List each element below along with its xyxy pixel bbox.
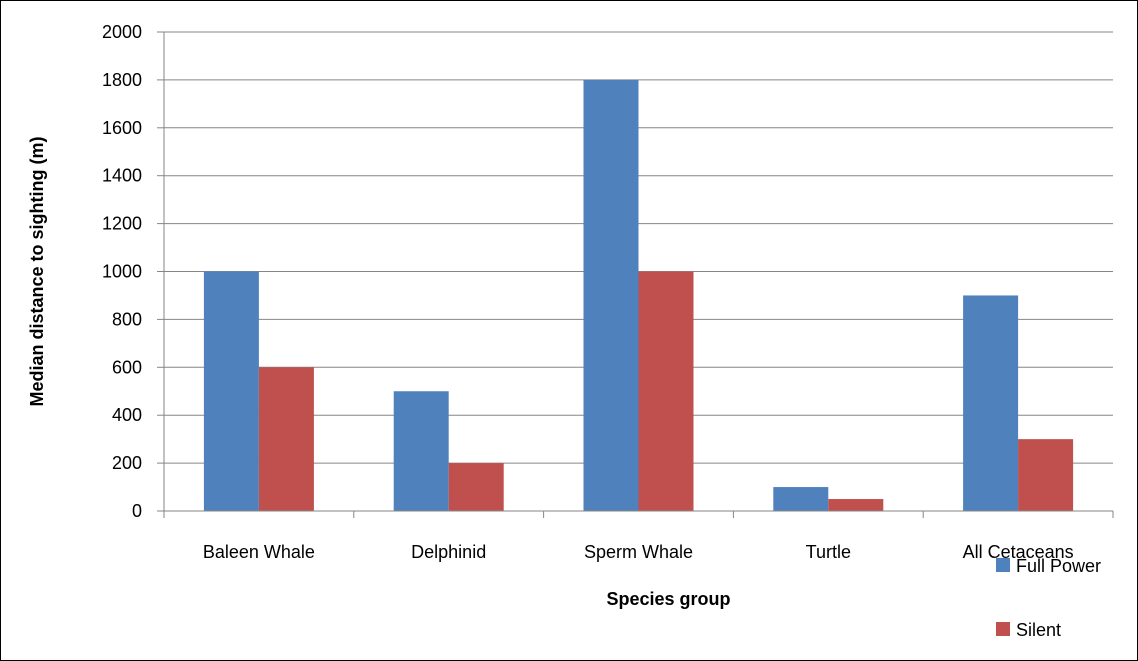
bar-silent [638,271,694,511]
bar-full-power [393,391,449,511]
bar-silent [828,499,884,511]
y-tick-label: 200 [112,453,142,473]
axes [163,32,1114,518]
x-tick-label: Delphinid [411,542,486,562]
y-tick-label: 1800 [102,70,142,90]
y-tick-label: 2000 [102,22,142,42]
y-tick-label: 1000 [102,262,142,282]
x-axis-title: Species group [606,589,730,609]
legend-label-silent: Silent [1016,620,1061,640]
bar-full-power [203,271,259,511]
x-tick-label: All Cetaceans [963,542,1074,562]
x-tick-label: Turtle [806,542,851,562]
bars [203,79,1074,512]
y-tick-label: 1200 [102,214,142,234]
x-tick-labels: Baleen Whale Delphinid Sperm Whale Turtle Al… [203,542,1074,562]
y-tick-label: 400 [112,405,142,425]
bar-silent [258,367,314,511]
y-tick-labels: 0 200 400 600 800 1000 1200 1400 1600 1800 2000 [102,22,142,521]
y-tick-label: 800 [112,309,142,329]
legend-label-full-power: Full Power [1016,556,1101,576]
bar-silent [448,463,504,511]
x-tick-label: Baleen Whale [203,542,315,562]
bar-full-power [583,79,639,512]
y-tick-label: 0 [132,501,142,521]
bar-full-power [773,487,829,511]
bar-silent [1018,439,1074,511]
y-tick-label: 1400 [102,166,142,186]
y-axis-title: Median distance to sighting (m) [27,136,47,406]
y-tick-label: 600 [112,357,142,377]
legend-swatch-silent [996,622,1010,636]
legend-swatch-full-power [996,558,1010,572]
bar-full-power [963,295,1019,511]
x-tick-label: Sperm Whale [584,542,693,562]
legend: Full Power Silent [996,556,1101,640]
y-tick-label: 1600 [102,118,142,138]
